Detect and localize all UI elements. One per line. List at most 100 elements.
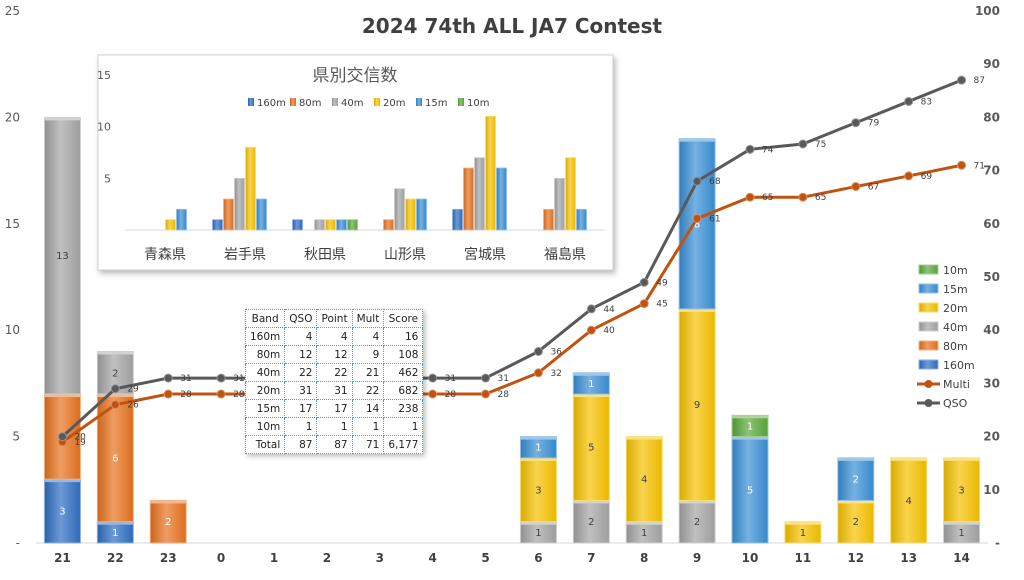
line-data-label: 74 xyxy=(762,145,774,155)
bar-segment-cap xyxy=(626,436,663,440)
inset-legend-swatch xyxy=(290,98,296,106)
table-cell: 22 xyxy=(351,381,385,400)
bar-segment-cap xyxy=(44,394,81,398)
bar-segment-cap xyxy=(626,521,663,525)
bar-data-label: 1 xyxy=(747,421,753,432)
table-cell: 1 xyxy=(284,417,318,436)
line-point-marker xyxy=(798,139,808,149)
legend-swatch xyxy=(918,340,939,351)
inset-legend-label: 15m xyxy=(425,98,447,109)
inset-bar xyxy=(394,188,405,231)
bar-segment-cap xyxy=(97,394,134,398)
line-series-qso xyxy=(61,78,963,438)
inset-bar xyxy=(234,177,245,231)
inset-bar xyxy=(256,198,267,231)
x-axis-tick-label: 3 xyxy=(376,551,384,565)
stacked-bar-segment xyxy=(43,116,81,395)
y2-axis-tick-label: 20 xyxy=(983,430,1000,444)
table-cell: 21 xyxy=(351,363,385,382)
line-point-marker xyxy=(110,400,120,410)
table-header-cell: Score xyxy=(383,309,424,328)
y-axis-tick-label: - xyxy=(16,536,20,550)
y2-axis-tick-label: 100 xyxy=(975,4,1000,18)
line-point-marker xyxy=(745,192,755,202)
line-point-marker xyxy=(216,373,226,383)
stacked-bar-segment xyxy=(837,457,875,501)
stacked-bar-segment xyxy=(572,499,610,544)
table-cell: 10m xyxy=(244,417,286,436)
x-axis-tick-label: 5 xyxy=(481,551,489,565)
inset-bar xyxy=(496,167,507,231)
bar-data-label: 2 xyxy=(694,517,700,528)
inset-y-tick-label: 5 xyxy=(104,172,111,185)
table-cell: 4 xyxy=(316,327,353,346)
inset-bar xyxy=(223,198,234,231)
table-cell: 22 xyxy=(316,363,353,382)
line-point-marker xyxy=(481,373,491,383)
x-axis-tick-label: 23 xyxy=(160,551,177,565)
y-axis-tick-label: 20 xyxy=(5,110,20,124)
line-point-marker xyxy=(851,118,861,128)
table-cell: 17 xyxy=(284,399,318,418)
y-axis-tick-label: 25 xyxy=(5,4,20,18)
table-row: 20m 31 31 22 682 xyxy=(244,381,424,400)
bar-data-label: 2 xyxy=(165,517,171,528)
inset-legend-label: 20m xyxy=(383,98,405,109)
stacked-bar-segment xyxy=(625,436,663,523)
table-cell: 4 xyxy=(351,327,385,346)
legend-label: 160m xyxy=(943,359,975,372)
inset-bar xyxy=(405,198,416,231)
x-axis-tick-label: 6 xyxy=(534,551,542,565)
stacked-bar-segment xyxy=(96,393,134,523)
line-series-multi xyxy=(61,163,962,444)
y2-axis-tick-label: 60 xyxy=(983,217,1000,231)
stacked-bar-segment xyxy=(731,436,769,544)
table-cell: 16 xyxy=(383,327,424,346)
table-cell: 80m xyxy=(244,345,286,364)
line-data-label: 61 xyxy=(709,214,720,224)
stacked-bar-segment xyxy=(572,393,610,501)
bar-segment-cap xyxy=(573,372,610,376)
line-data-label: 20 xyxy=(74,433,86,443)
table-header-row: Band QSO Point Mult Score xyxy=(244,309,424,328)
line-point-marker xyxy=(798,192,808,202)
legend-swatch xyxy=(918,283,939,294)
bar-data-label: 2 xyxy=(853,475,859,486)
inset-bar xyxy=(336,219,347,231)
legend-swatch xyxy=(918,321,939,332)
inset-bar xyxy=(463,167,474,231)
bar-segment-cap xyxy=(44,117,81,121)
line-point-marker xyxy=(692,213,702,223)
line-data-label: 45 xyxy=(656,300,667,310)
bar-segment-cap xyxy=(679,138,716,142)
line-point-marker xyxy=(639,277,649,287)
inset-legend-swatch xyxy=(374,98,380,106)
table-header-cell: QSO xyxy=(284,309,318,328)
table-cell: 31 xyxy=(284,381,318,400)
x-axis-tick-label: 11 xyxy=(795,551,812,565)
line-point-marker xyxy=(904,96,914,106)
inset-legend-label: 10m xyxy=(467,98,489,109)
inset-legend-swatch xyxy=(332,98,338,106)
legend-label: 10m xyxy=(943,264,968,277)
bar-segment-cap xyxy=(784,521,821,525)
bar-data-label: 3 xyxy=(535,485,541,496)
table-row: 15m 17 17 14 238 xyxy=(244,399,424,418)
legend-label: Multi xyxy=(943,378,970,391)
line-point-marker xyxy=(428,389,438,399)
line-point-marker xyxy=(216,389,226,399)
line-data-label: 32 xyxy=(550,369,561,379)
inset-y-tick-label: 10 xyxy=(97,121,111,134)
line-data-label: 28 xyxy=(180,390,192,400)
table-cell: 238 xyxy=(383,399,424,418)
legend-swatch xyxy=(918,264,939,275)
bar-segment-cap xyxy=(520,436,557,440)
x-axis-tick-label: 14 xyxy=(953,551,970,565)
bar-data-label: 1 xyxy=(958,528,964,539)
inset-chart-panel xyxy=(97,54,614,271)
bar-data-label: 2 xyxy=(853,517,859,528)
table-row: 80m 12 12 9 108 xyxy=(244,345,424,364)
bar-segment-cap xyxy=(732,415,768,419)
line-data-label: 68 xyxy=(709,177,721,187)
x-axis-tick-label: 13 xyxy=(900,551,917,565)
